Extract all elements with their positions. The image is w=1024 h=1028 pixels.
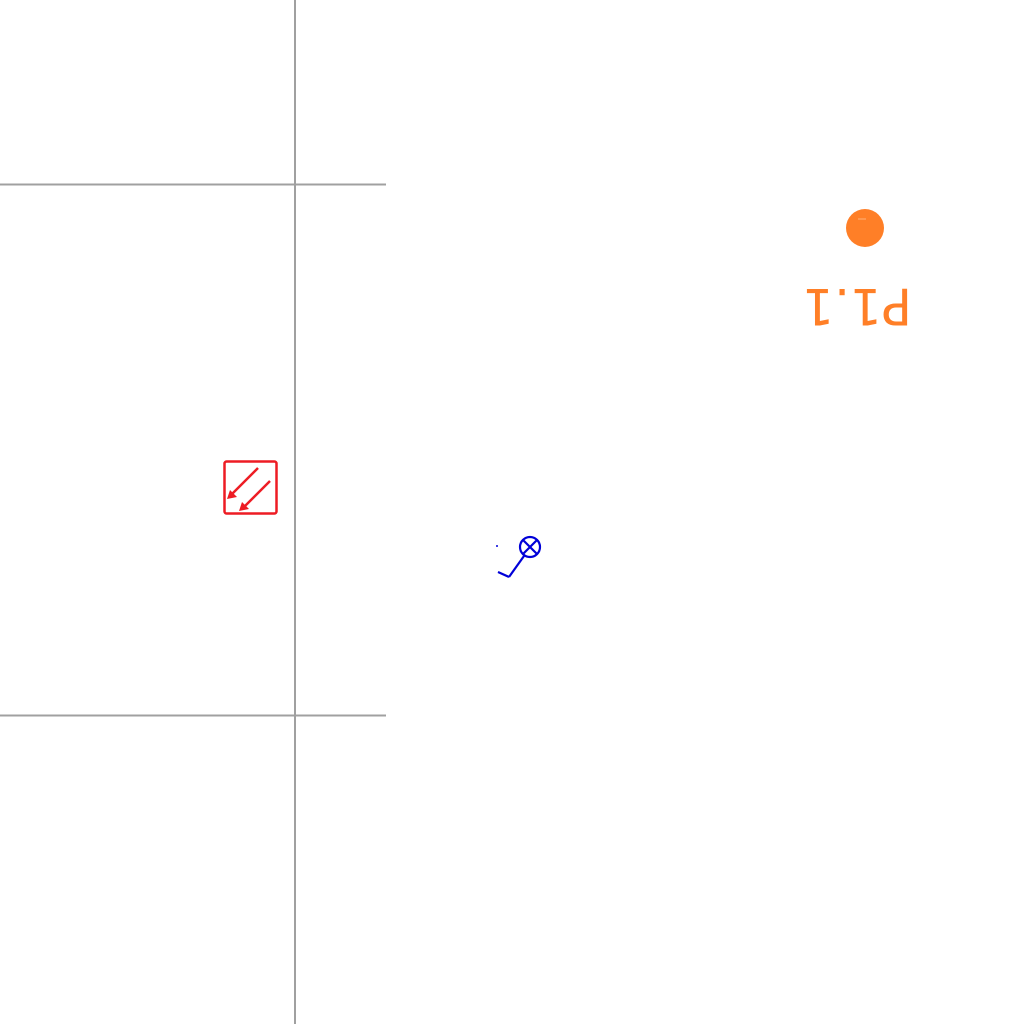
circle-pad-icon[interactable] xyxy=(846,209,884,247)
grid-lines xyxy=(0,0,386,1024)
pad-marker[interactable] xyxy=(846,209,884,247)
crossed-circle-marker-icon[interactable] xyxy=(496,535,542,579)
led-arrows-icon[interactable] xyxy=(223,460,278,515)
